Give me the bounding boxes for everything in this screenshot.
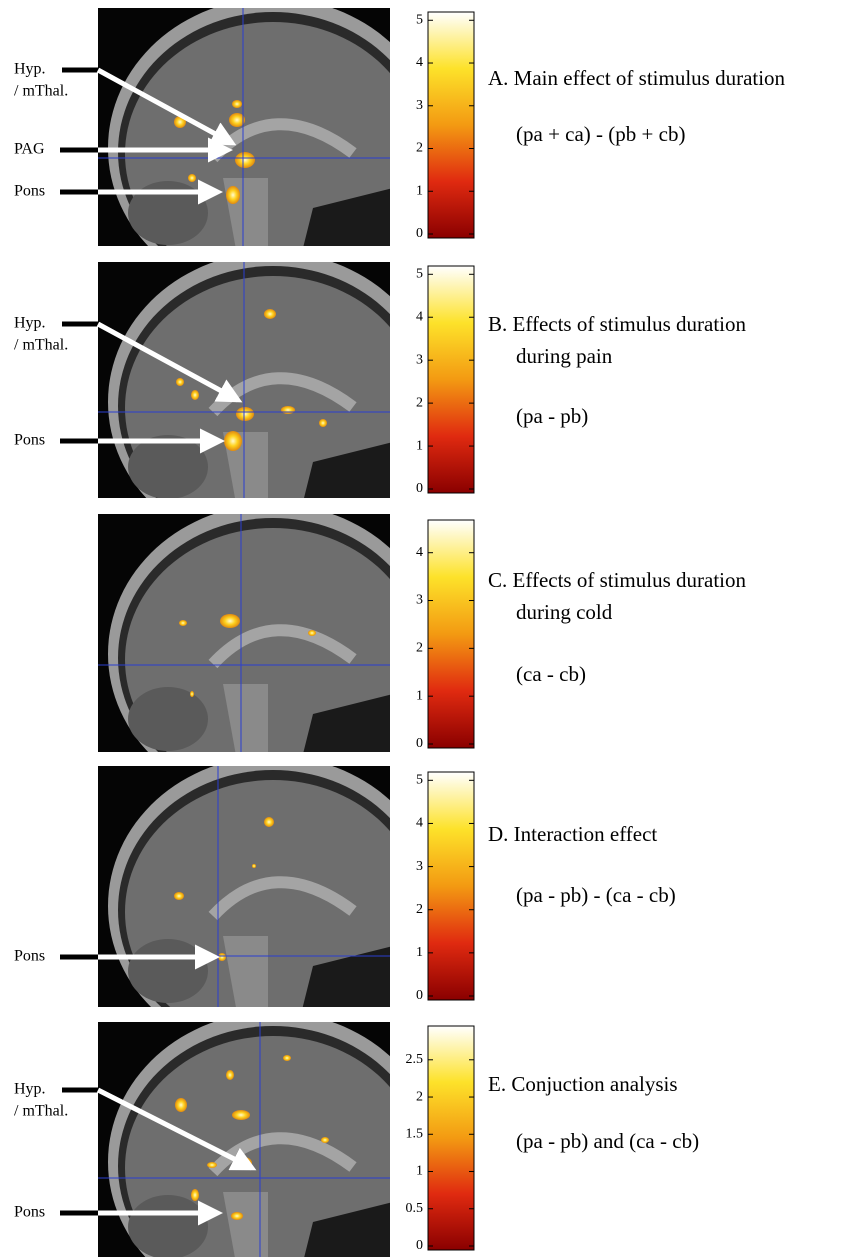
region-label: Pons bbox=[14, 1204, 45, 1221]
activation-blob bbox=[319, 419, 327, 427]
cerebellum bbox=[128, 1195, 208, 1257]
region-label: / mThal. bbox=[14, 337, 68, 354]
colorbar-tick-label: 2 bbox=[416, 1089, 423, 1104]
panel-title: B. Effects of stimulus duration bbox=[488, 312, 746, 336]
activation-blob bbox=[175, 1098, 187, 1112]
activation-blob bbox=[191, 1189, 199, 1201]
cerebellum bbox=[128, 687, 208, 751]
colorbar-tick-label: 1 bbox=[416, 945, 423, 960]
colorbar-tick-label: 4 bbox=[416, 545, 423, 560]
activation-blob bbox=[224, 431, 242, 451]
colorbar-tick-label: 2 bbox=[416, 141, 423, 156]
colorbar-tick-label: 1 bbox=[416, 1164, 423, 1179]
brain bbox=[125, 528, 421, 792]
activation-blob bbox=[232, 1110, 250, 1120]
region-label: Pons bbox=[14, 432, 45, 449]
activation-blob bbox=[190, 691, 194, 697]
region-label: Pons bbox=[14, 183, 45, 200]
panel-title: during cold bbox=[516, 600, 613, 624]
colorbar-tick-label: 2 bbox=[416, 902, 423, 917]
colorbar-tick-label: 1.5 bbox=[406, 1126, 424, 1141]
activation-blob bbox=[321, 1137, 329, 1143]
colorbar-tick-label: 3 bbox=[416, 352, 423, 367]
activation-blob bbox=[207, 1162, 217, 1168]
colorbar-tick-label: 2.5 bbox=[406, 1052, 424, 1067]
activation-blob bbox=[188, 174, 196, 182]
brain-slice bbox=[98, 504, 438, 804]
activation-blob bbox=[264, 817, 274, 827]
colorbar-tick-label: 3 bbox=[416, 98, 423, 113]
colorbar-tick-label: 0 bbox=[416, 226, 423, 241]
colorbar-tick-label: 1 bbox=[416, 183, 423, 198]
colorbar-tick-label: 4 bbox=[416, 55, 423, 70]
activation-blob bbox=[236, 407, 254, 421]
region-label: PAG bbox=[14, 141, 45, 158]
colorbar bbox=[428, 520, 474, 748]
activation-blob bbox=[308, 630, 316, 636]
colorbar-tick-label: 2 bbox=[416, 395, 423, 410]
region-label: Hyp. bbox=[14, 315, 46, 332]
panel-title: D. Interaction effect bbox=[488, 822, 657, 846]
brain-slice bbox=[98, 756, 438, 1056]
colorbar-tick-label: 0 bbox=[416, 1238, 423, 1253]
colorbar-tick-label: 0 bbox=[416, 481, 423, 496]
colorbar-tick-label: 1 bbox=[416, 688, 423, 703]
colorbar bbox=[428, 772, 474, 1000]
colorbar-tick-label: 5 bbox=[416, 12, 423, 27]
cerebellum bbox=[128, 435, 208, 499]
region-label: Hyp. bbox=[14, 1081, 46, 1098]
colorbar bbox=[428, 1026, 474, 1250]
activation-blob bbox=[220, 614, 240, 628]
activation-blob bbox=[226, 186, 240, 204]
activation-blob bbox=[283, 1055, 291, 1061]
region-label: Pons bbox=[14, 948, 45, 965]
activation-blob bbox=[235, 152, 255, 168]
brain-slice bbox=[98, 1012, 438, 1257]
colorbar-tick-label: 5 bbox=[416, 267, 423, 282]
colorbar-tick-label: 0 bbox=[416, 736, 423, 751]
colorbar-tick-label: 2 bbox=[416, 641, 423, 656]
activation-blob bbox=[232, 100, 242, 108]
panel-title: E. Conjuction analysis bbox=[488, 1072, 678, 1096]
colorbar-tick-label: 1 bbox=[416, 438, 423, 453]
colorbar bbox=[428, 12, 474, 238]
figure: 0 1 2 3 4 5 A. Main effect of stimulus duratio… bbox=[0, 0, 850, 1257]
panel-title: A. Main effect of stimulus duration bbox=[488, 66, 786, 90]
colorbar-tick-label: 0 bbox=[416, 988, 423, 1003]
panel-formula: (pa - pb) - (ca - cb) bbox=[516, 883, 676, 907]
activation-blob bbox=[231, 1212, 243, 1220]
cerebellum bbox=[128, 939, 208, 1003]
colorbar-tick-label: 4 bbox=[416, 309, 423, 324]
panel-formula: (pa - pb) bbox=[516, 404, 588, 428]
activation-blob bbox=[179, 620, 187, 626]
region-label: Hyp. bbox=[14, 61, 46, 78]
panel-formula: (pa + ca) - (pb + cb) bbox=[516, 122, 685, 146]
brain-slice bbox=[98, 252, 438, 552]
colorbar-tick-label: 4 bbox=[416, 816, 423, 831]
panel-formula: (ca - cb) bbox=[516, 662, 586, 686]
activation-blob bbox=[281, 406, 295, 414]
activation-blob bbox=[226, 1070, 234, 1080]
colorbar bbox=[428, 266, 474, 493]
activation-blob bbox=[252, 864, 256, 868]
colorbar-tick-label: 0.5 bbox=[406, 1201, 424, 1216]
colorbar-tick-label: 3 bbox=[416, 593, 423, 608]
activation-blob bbox=[176, 378, 184, 386]
colorbar-tick-label: 5 bbox=[416, 773, 423, 788]
activation-blob bbox=[264, 309, 276, 319]
activation-blob bbox=[218, 953, 226, 961]
colorbar-tick-label: 3 bbox=[416, 859, 423, 874]
activation-blob bbox=[191, 390, 199, 400]
panel-title: C. Effects of stimulus duration bbox=[488, 568, 746, 592]
activation-blob bbox=[174, 892, 184, 900]
region-label: / mThal. bbox=[14, 83, 68, 100]
panel-title: during pain bbox=[516, 344, 613, 368]
region-label: / mThal. bbox=[14, 1103, 68, 1120]
brain bbox=[125, 22, 421, 286]
panel-formula: (pa - pb) and (ca - cb) bbox=[516, 1129, 699, 1153]
